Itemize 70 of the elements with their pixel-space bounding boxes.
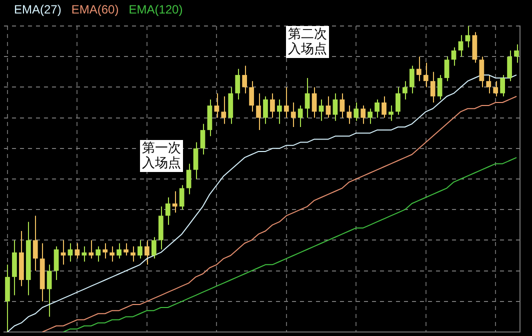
- candlestick: [360, 105, 366, 124]
- candlestick: [318, 98, 324, 122]
- text: EMA(120): [128, 2, 183, 16]
- candlestick: [130, 246, 136, 262]
- candlestick: [486, 74, 492, 94]
- candlestick: [102, 242, 108, 260]
- text: EMA(27): [14, 2, 62, 16]
- candlestick: [340, 92, 345, 118]
- candlestick: [346, 105, 352, 124]
- candlestick: [179, 184, 184, 210]
- candlestick: [374, 98, 380, 118]
- candlestick: [60, 240, 66, 266]
- candlestick: [68, 242, 73, 262]
- candlestick: [235, 68, 240, 100]
- candlestick: [284, 86, 289, 118]
- candlestick: [249, 80, 254, 112]
- candlestick: [298, 105, 303, 128]
- candlestick: [46, 264, 52, 318]
- candlestick: [388, 105, 394, 122]
- candlestick: [214, 92, 220, 118]
- candlestick: [409, 65, 414, 94]
- candlestick: [332, 92, 338, 122]
- candlestick: [451, 46, 456, 66]
- candlestick: [82, 246, 87, 262]
- candlestick: [430, 71, 436, 103]
- candlestick: [444, 56, 450, 82]
- candlestick: [221, 96, 226, 124]
- candlestick: [110, 246, 115, 262]
- candlestick: [507, 50, 512, 82]
- annotation: 第二次入场点: [286, 26, 329, 58]
- candlestick: [479, 56, 484, 88]
- candlestick: [144, 240, 150, 266]
- candlestick: [200, 123, 206, 156]
- candlestick: [514, 44, 519, 64]
- candlestick: [276, 98, 282, 124]
- candlestick: [368, 108, 373, 124]
- candlestick: [493, 80, 498, 97]
- candlestick: [186, 163, 192, 195]
- candlestick: [396, 86, 400, 116]
- candlestick: [402, 80, 408, 100]
- text: EMA(60): [71, 2, 119, 16]
- candlestick: [242, 65, 248, 94]
- candlestick: [304, 78, 310, 118]
- candlestick: [256, 92, 261, 131]
- candlestick: [270, 92, 275, 118]
- candlestick: [74, 242, 80, 260]
- candlestick: [138, 240, 142, 260]
- candlestick: [500, 74, 506, 97]
- candlestick: [165, 196, 170, 226]
- annotation: 第一次入场点: [140, 140, 183, 172]
- candlestick: [312, 86, 317, 118]
- candlestick: [263, 96, 268, 124]
- candlestick: [32, 215, 38, 272]
- candlestick: [124, 242, 128, 256]
- candlestick: [193, 142, 198, 180]
- candlestick: [88, 240, 94, 260]
- candlestick: [465, 26, 470, 48]
- candlestick: [458, 34, 464, 58]
- candlestick: [416, 56, 422, 82]
- candlestick: [116, 242, 122, 260]
- candlestick: [382, 96, 386, 118]
- candlestick: [151, 236, 156, 260]
- candlestick: [290, 102, 296, 128]
- candlestick: [54, 246, 59, 280]
- candlestick: [172, 190, 178, 214]
- candlestick: [96, 246, 101, 262]
- candlestick: [354, 102, 359, 122]
- candlestick: [326, 96, 331, 118]
- candlestick: [437, 74, 442, 100]
- candlestick: [423, 62, 428, 88]
